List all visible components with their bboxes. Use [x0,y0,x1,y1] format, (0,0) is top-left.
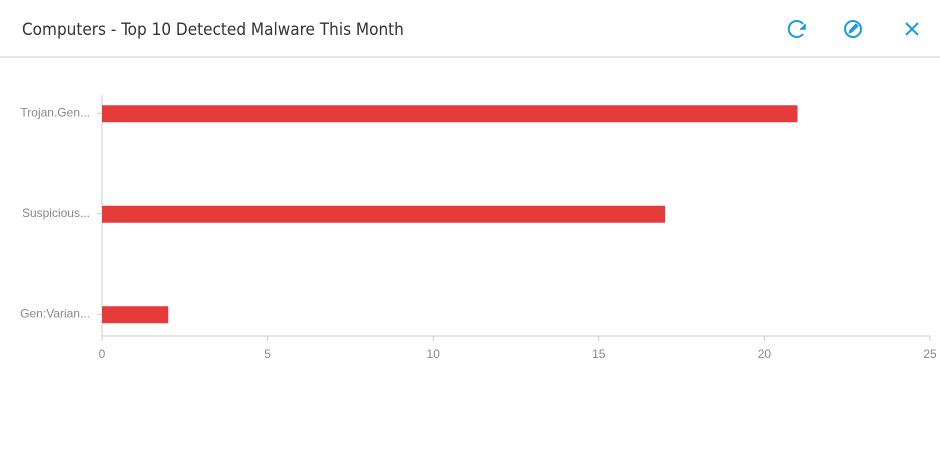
x-tick-label: 5 [264,347,271,361]
x-tick-label: 0 [99,347,106,361]
edit-button[interactable] [844,20,862,38]
close-button[interactable] [905,22,919,36]
widget-title: Computers - Top 10 Detected Malware This… [22,20,404,40]
bar [102,105,798,123]
refresh-button[interactable] [787,20,806,38]
bar [102,306,169,324]
y-tick-label: Trojan.Gen... [20,105,90,119]
x-tick-label: 15 [592,347,606,361]
y-tick-label: Gen:Varian... [20,306,90,320]
x-tick-label: 20 [758,347,772,361]
x-tick-label: 10 [427,347,441,361]
bar [102,205,666,223]
x-tick-label: 25 [923,347,937,361]
y-tick-label: Suspicious... [22,206,90,220]
